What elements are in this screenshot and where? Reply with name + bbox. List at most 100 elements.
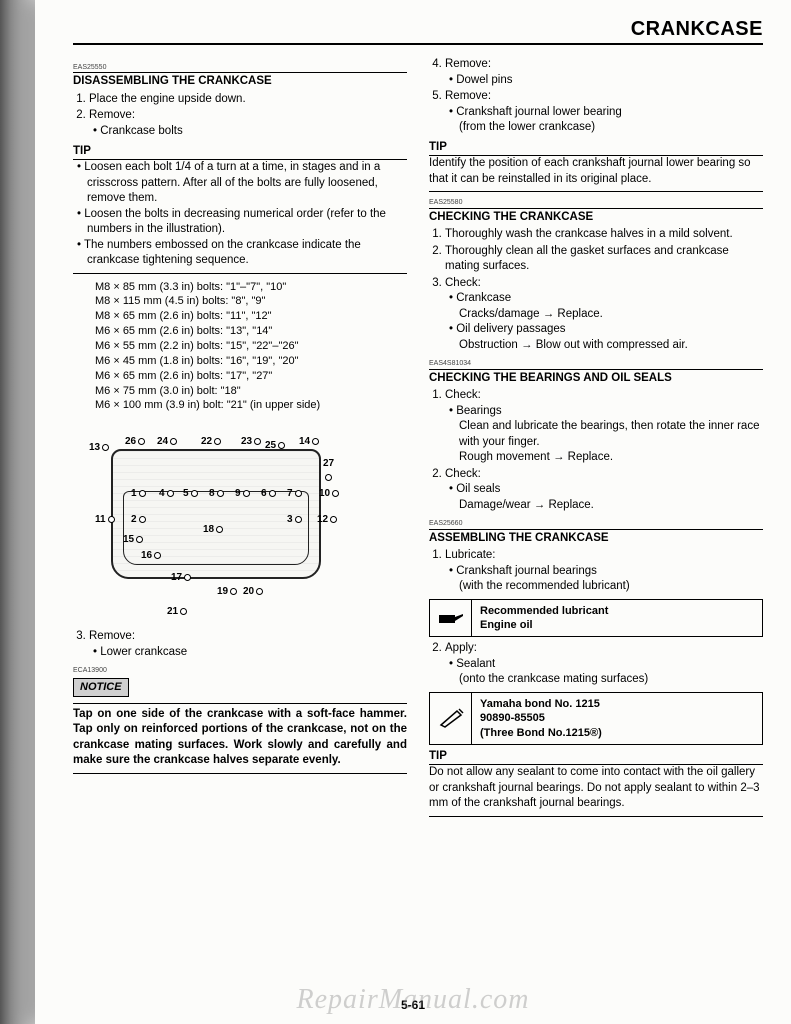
bolt-spec: M6 × 75 mm (3.0 in) bolt: "18" — [95, 384, 407, 399]
bolt-label-4: 4 — [159, 487, 174, 501]
sealant-label: Sealant — [456, 658, 495, 670]
bolt-label-9: 9 — [235, 487, 250, 501]
bolt-label-3: 3 — [287, 513, 302, 527]
sealant-text: Yamaha bond No. 1215 90890-85505 (Three … — [472, 693, 762, 744]
notice-text: Tap on one side of the crankcase with a … — [73, 707, 407, 769]
check-step-3-text: Check: — [445, 277, 481, 289]
bolt-spec: M8 × 85 mm (3.3 in) bolts: "1"–"7", "10" — [95, 280, 407, 295]
bolt-spec: M8 × 115 mm (4.5 in) bolts: "8", "9" — [95, 294, 407, 309]
lubricant-box: Recommended lubricant Engine oil — [429, 599, 763, 638]
tip-rule — [73, 273, 407, 274]
oilseal-action: Damage/wear → Replace. — [459, 499, 594, 511]
box1-line2: Engine oil — [480, 619, 533, 631]
bolt-label-16: 16 — [141, 549, 161, 563]
section-title-checking: CHECKING THE CRANKCASE — [429, 208, 763, 226]
bolt-label-8: 8 — [209, 487, 224, 501]
bolt-label-25: 25 — [265, 439, 285, 453]
bearing-action: Clean and lubricate the bearings, then r… — [459, 420, 759, 448]
tip-rule-r2 — [429, 816, 763, 817]
bearing-action: Rough movement → Replace. — [459, 451, 613, 463]
bearing-step-1: Check: Bearings Clean and lubricate the … — [445, 388, 763, 466]
step-2-text: Remove: — [89, 109, 135, 121]
section-title-bearings: CHECKING THE BEARINGS AND OIL SEALS — [429, 369, 763, 387]
notice-label: NOTICE — [73, 678, 129, 697]
oilseal-item: Oil seals Damage/wear → Replace. — [459, 482, 763, 513]
assembly-step-1: Lubricate: Crankshaft journal bearings (… — [445, 548, 763, 595]
tip-item-2: Loosen the bolts in decreasing numerical… — [87, 207, 407, 238]
step-1: Place the engine upside down. — [89, 92, 407, 108]
oilseal-label: Oil seals — [456, 483, 500, 495]
notice-rule — [73, 703, 407, 704]
ref-code: EAS25550 — [73, 63, 407, 72]
step-2-items: Crankcase bolts — [89, 124, 407, 140]
bolt-label-23: 23 — [241, 435, 261, 449]
bolt-label-12: 12 — [317, 513, 337, 527]
assembly-step-2-text: Apply: — [445, 642, 477, 654]
bearing-steps: Check: Bearings Clean and lubricate the … — [429, 388, 763, 513]
tip-list: Loosen each bolt 1/4 of a turn at a time… — [73, 160, 407, 269]
bolt-label-10: 10 — [319, 487, 339, 501]
check-action: Cracks/damage → Replace. — [459, 308, 603, 320]
tip-label: TIP — [73, 144, 407, 161]
page-number: 5-61 — [35, 998, 791, 1012]
bearing-step-2: Check: Oil seals Damage/wear → Replace. — [445, 467, 763, 514]
sealant-box: Yamaha bond No. 1215 90890-85505 (Three … — [429, 692, 763, 745]
sealant-item: Sealant (onto the crankcase mating surfa… — [459, 657, 763, 688]
bolt-spec: M6 × 65 mm (2.6 in) bolts: "17", "27" — [95, 369, 407, 384]
box1-line1: Recommended lubricant — [480, 605, 608, 617]
step-5-text: Remove: — [445, 90, 491, 102]
bearing-label: Bearings — [456, 405, 501, 417]
box2-line2: 90890-85505 — [480, 712, 545, 724]
ref-code-eca: ECA13900 — [73, 666, 407, 675]
bolt-label-15: 15 — [123, 533, 143, 547]
bolt-label-7: 7 — [287, 487, 302, 501]
box2-line3: (Three Bond No.1215®) — [480, 727, 602, 739]
bolt-label-6: 6 — [261, 487, 276, 501]
notice-rule-end — [73, 773, 407, 774]
bearing-item: Bearings Clean and lubricate the bearing… — [459, 404, 763, 466]
disassembly-steps-right: Remove: Dowel pins Remove: Crankshaft jo… — [429, 57, 763, 136]
check-item-oil-passages: Oil delivery passages Obstruction → Blow… — [459, 322, 763, 353]
assembly-steps-cont: Apply: Sealant (onto the crankcase matin… — [429, 641, 763, 688]
assembly-step-1-text: Lubricate: — [445, 549, 496, 561]
bolt-label-18: 18 — [203, 523, 223, 537]
tip-item-3: The numbers embossed on the crankcase in… — [87, 238, 407, 269]
bolt-label-2: 2 — [131, 513, 146, 527]
bolt-spec: M6 × 45 mm (1.8 in) bolts: "16", "19", "… — [95, 354, 407, 369]
section-title-assembling: ASSEMBLING THE CRANKCASE — [429, 529, 763, 547]
book-spine — [0, 0, 35, 1024]
bullet-dowel-pins: Dowel pins — [459, 73, 763, 89]
header-bar: CRANKCASE — [73, 18, 763, 45]
bolt-label-11: 11 — [95, 513, 115, 527]
check-step-3: Check: Crankcase Cracks/damage → Replace… — [445, 276, 763, 354]
bolt-label-24: 24 — [157, 435, 177, 449]
step-4: Remove: Dowel pins — [445, 57, 763, 88]
two-column-layout: EAS25550 DISASSEMBLING THE CRANKCASE Pla… — [73, 57, 763, 823]
check-step-2: Thoroughly clean all the gasket surfaces… — [445, 244, 763, 275]
bolt-spec-list: M8 × 85 mm (3.3 in) bolts: "1"–"7", "10"… — [73, 280, 407, 414]
step-4-text: Remove: — [445, 58, 491, 70]
step-3-text: Remove: — [89, 630, 135, 642]
bolt-label-13: 13 — [89, 441, 109, 455]
ref-code-2: EAS25580 — [429, 198, 763, 207]
manual-page: CRANKCASE EAS25550 DISASSEMBLING THE CRA… — [35, 0, 791, 1024]
tip-text-r1: Identify the position of each crankshaft… — [429, 156, 763, 187]
checking-steps: Thoroughly wash the crankcase halves in … — [429, 227, 763, 353]
bearing-step-2-text: Check: — [445, 468, 481, 480]
disassembly-steps: Place the engine upside down. Remove: Cr… — [73, 92, 407, 140]
right-column: Remove: Dowel pins Remove: Crankshaft jo… — [429, 57, 763, 823]
bullet-crankcase-bolts: Crankcase bolts — [103, 124, 407, 140]
bolt-label-21: 21 — [167, 605, 187, 619]
step-2: Remove: Crankcase bolts — [89, 108, 407, 139]
bolt-label-22: 22 — [201, 435, 221, 449]
step-3: Remove: Lower crankcase — [89, 629, 407, 660]
assembly-steps: Lubricate: Crankshaft journal bearings (… — [429, 548, 763, 595]
tip-label-r1: TIP — [429, 140, 763, 157]
lube-sub: (with the recommended lubricant) — [459, 580, 630, 592]
disassembly-steps-cont: Remove: Lower crankcase — [73, 629, 407, 660]
check-action: Obstruction → Blow out with compressed a… — [459, 339, 688, 351]
crankcase-diagram: 13 26 24 22 23 25 14 27 1 4 5 8 9 6 7 2 … — [83, 421, 343, 621]
check-item-crankcase: Crankcase Cracks/damage → Replace. — [459, 291, 763, 322]
bullet-lower-crankcase: Lower crankcase — [103, 645, 407, 661]
page-title: CRANKCASE — [631, 18, 763, 40]
